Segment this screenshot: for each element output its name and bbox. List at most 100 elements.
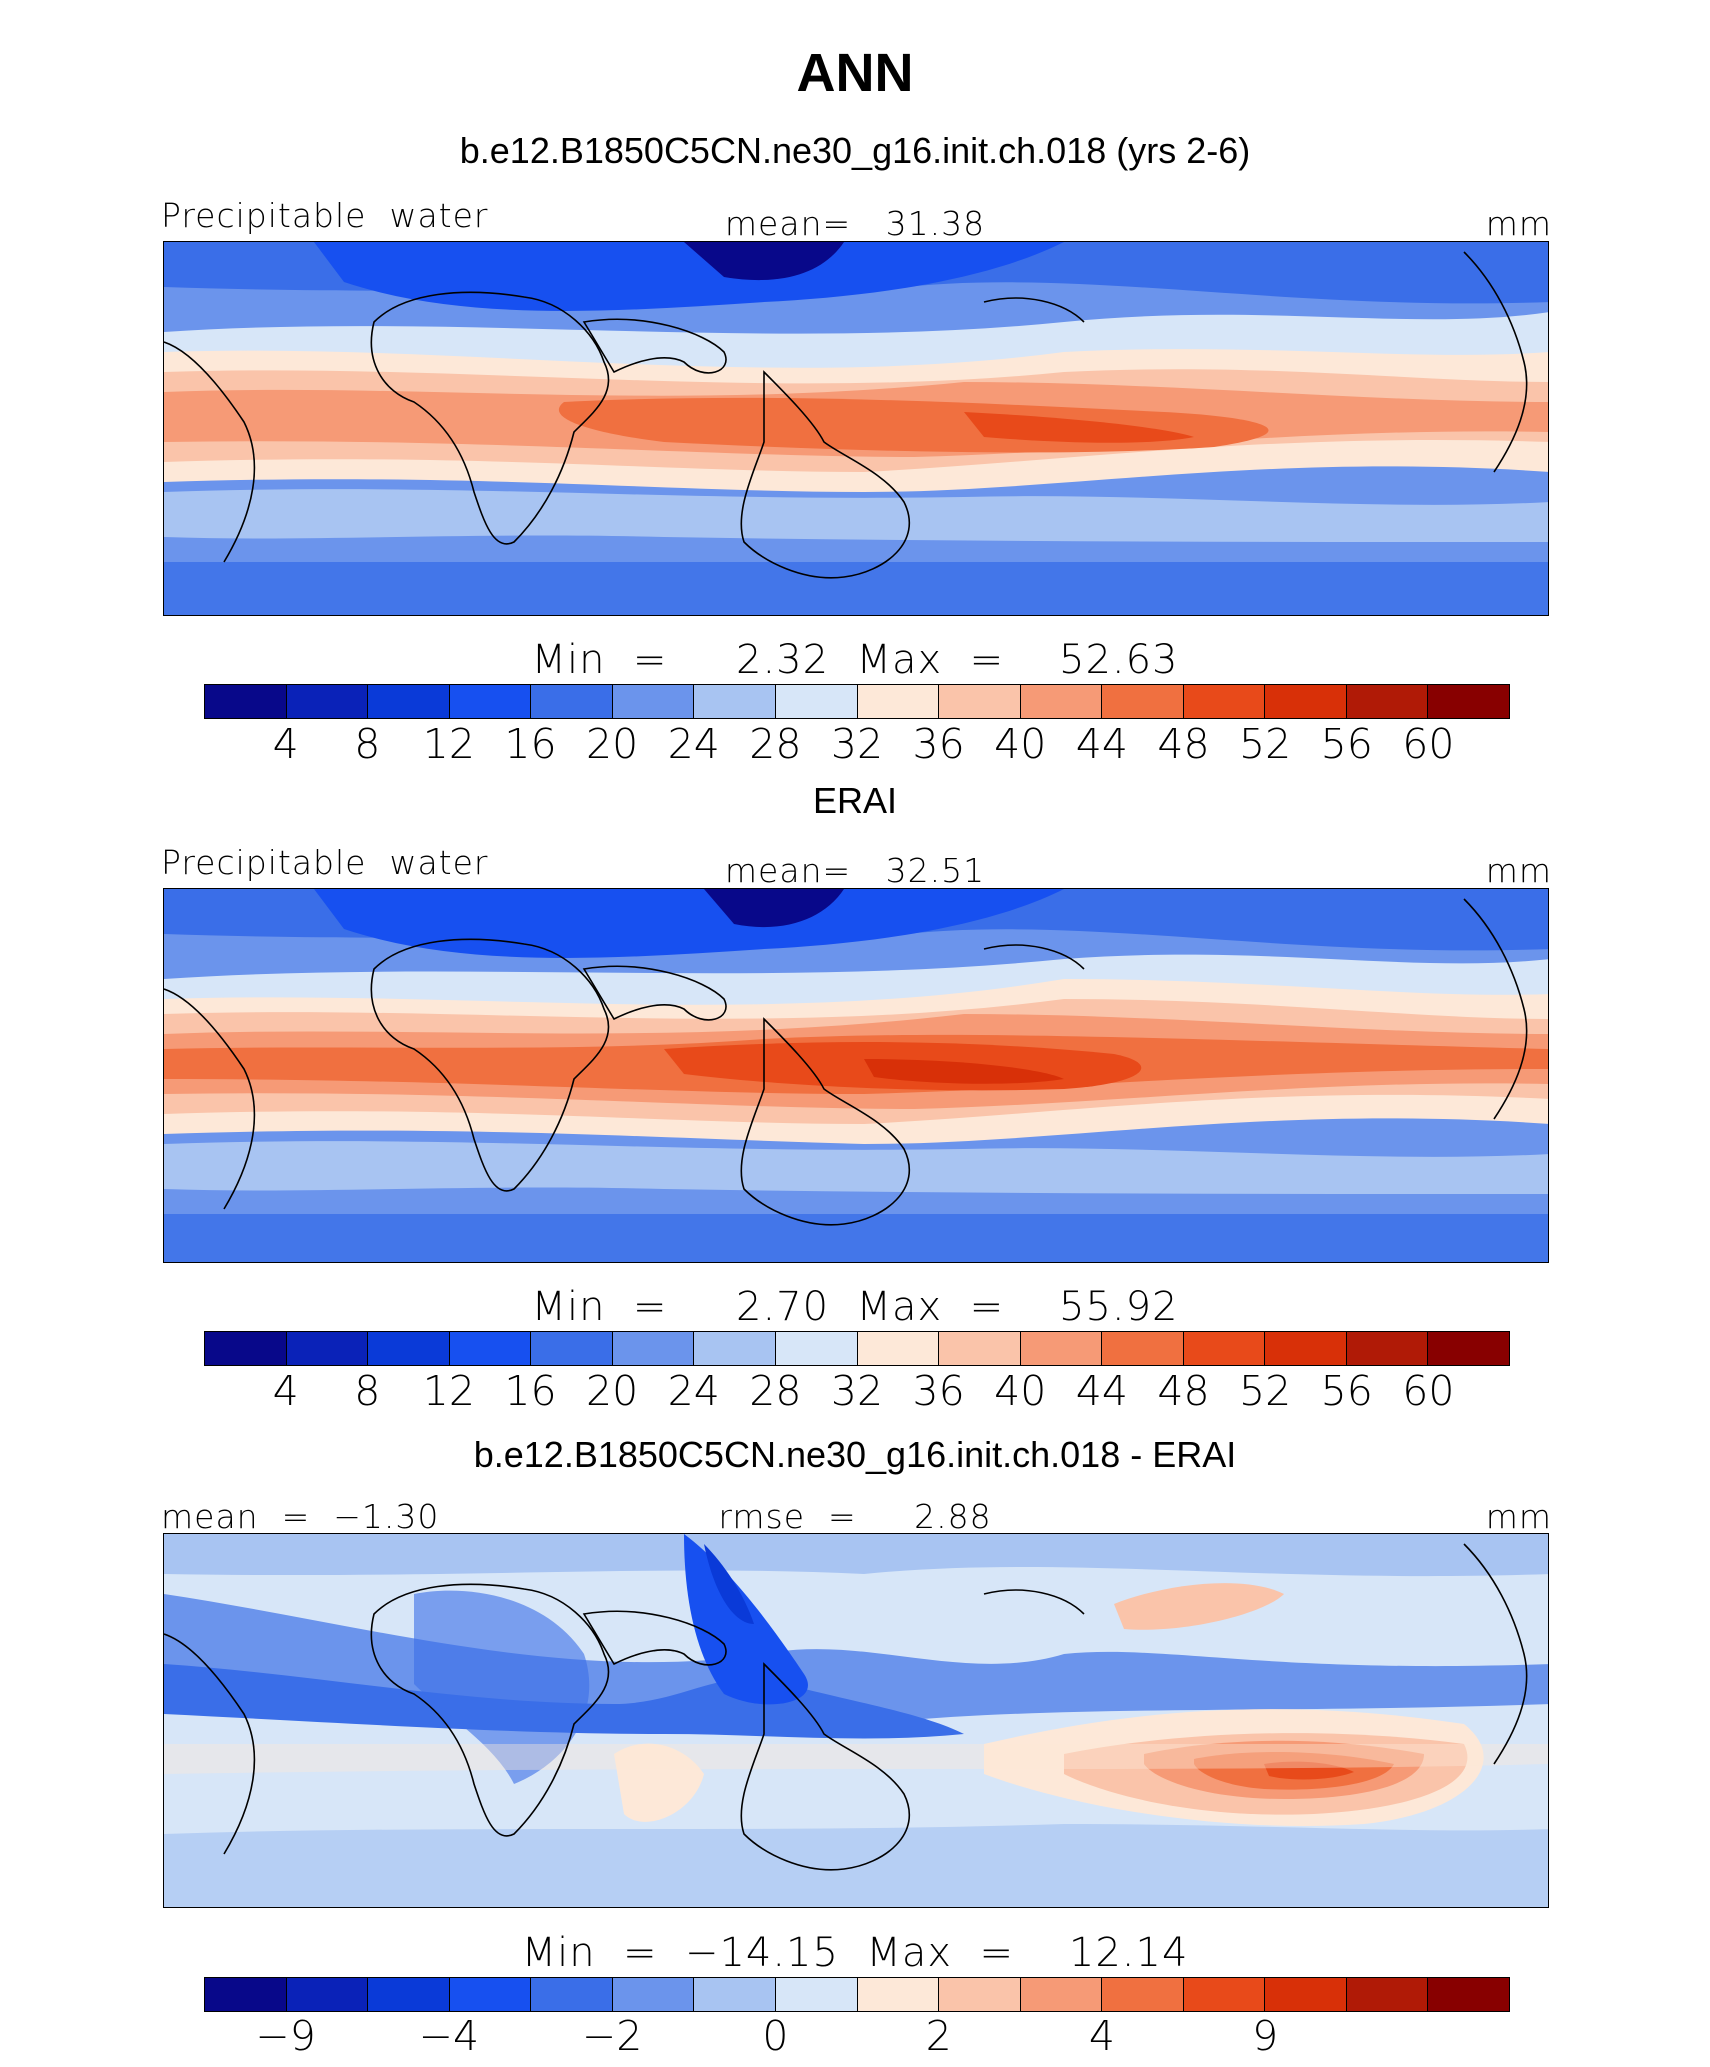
colorbar-tick-label: −9 xyxy=(255,2012,316,2060)
colorbar-tick-label: 8 xyxy=(354,720,381,768)
colorbar-swatch xyxy=(694,1978,776,2011)
colorbar-tick-label: 60 xyxy=(1402,720,1455,768)
colorbar-swatch xyxy=(1102,1332,1184,1365)
colorbar-swatch xyxy=(1428,1332,1509,1365)
colorbar-swatch xyxy=(694,685,776,718)
colorbar-swatch xyxy=(449,1332,532,1365)
colorbar-swatch xyxy=(1346,685,1429,718)
colorbar-swatch xyxy=(939,685,1021,718)
panel-3-mean-label: mean = −1.30 xyxy=(161,1497,440,1536)
panel-1-case-title: b.e12.B1850C5CN.ne30_g16.init.ch.018 (yr… xyxy=(459,130,1251,171)
colorbar-swatch xyxy=(1265,1978,1347,2011)
panel-1-units: mm xyxy=(1485,204,1552,243)
colorbar-swatch xyxy=(449,685,532,718)
panel-3-minmax: Min = −14.15 Max = 12.14 xyxy=(521,1930,1189,1976)
panel-2-case-title: ERAI xyxy=(812,780,898,821)
colorbar-swatch xyxy=(368,1332,450,1365)
colorbar-tick-label: 12 xyxy=(422,720,475,768)
colorbar-swatch xyxy=(1428,1978,1509,2011)
colorbar-swatch xyxy=(286,685,369,718)
colorbar-swatch xyxy=(205,1978,287,2011)
colorbar-swatch xyxy=(286,1978,369,2011)
colorbar-tick-label: 20 xyxy=(586,720,639,768)
colorbar-tick-label: 4 xyxy=(1088,2012,1115,2060)
colorbar-swatch xyxy=(531,685,613,718)
colorbar-swatch xyxy=(939,1978,1021,2011)
colorbar-tick-label: 2 xyxy=(925,2012,952,2060)
colorbar-tick-label: 8 xyxy=(354,1367,381,1415)
colorbar-tick-label: 4 xyxy=(272,1367,299,1415)
colorbar-swatch xyxy=(857,685,940,718)
colorbar-swatch xyxy=(857,1332,940,1365)
colorbar-swatch xyxy=(1102,1978,1184,2011)
panel-3-colorbar xyxy=(204,1977,1510,2012)
colorbar-swatch xyxy=(1020,1978,1103,2011)
panel-2-units: mm xyxy=(1485,851,1552,890)
colorbar-tick-label: 16 xyxy=(504,1367,557,1415)
colorbar-tick-label: 56 xyxy=(1320,1367,1373,1415)
colorbar-tick-label: 48 xyxy=(1157,720,1210,768)
colorbar-swatch xyxy=(205,1332,287,1365)
panel-3-colorbar-ticks: −9 −4 −2 0 2 4 9 xyxy=(204,2012,1510,2062)
colorbar-tick-label: 56 xyxy=(1320,720,1373,768)
panel-2-variable-label: Precipitable water xyxy=(161,843,489,882)
colorbar-tick-label: −2 xyxy=(581,2012,643,2060)
figure-title: ANN xyxy=(796,43,914,103)
colorbar-swatch xyxy=(1020,685,1103,718)
colorbar-tick-label: 16 xyxy=(504,720,557,768)
colorbar-swatch xyxy=(857,1978,940,2011)
panel-1-variable-label: Precipitable water xyxy=(161,196,489,235)
panel-3-units: mm xyxy=(1485,1497,1552,1536)
colorbar-swatch xyxy=(775,1332,858,1365)
colorbar-tick-label: 28 xyxy=(749,720,802,768)
colorbar-tick-label: 24 xyxy=(667,1367,720,1415)
colorbar-swatch xyxy=(368,1978,450,2011)
colorbar-tick-label: 48 xyxy=(1157,1367,1210,1415)
colorbar-tick-label: −4 xyxy=(418,2012,480,2060)
colorbar-swatch xyxy=(531,1978,613,2011)
panel-2-colorbar-ticks: 4 8 12 16 20 24 28 32 36 40 44 48 52 56 60 xyxy=(204,1367,1510,1417)
colorbar-tick-label: 4 xyxy=(272,720,299,768)
panel-3-map xyxy=(163,1533,1549,1908)
colorbar-tick-label: 36 xyxy=(912,720,965,768)
panel-1-minmax: Min = 2.32 Max = 52.63 xyxy=(531,637,1179,683)
colorbar-swatch xyxy=(775,1978,858,2011)
colorbar-tick-label: 36 xyxy=(912,1367,965,1415)
colorbar-tick-label: 20 xyxy=(586,1367,639,1415)
colorbar-tick-label: 40 xyxy=(994,720,1047,768)
colorbar-swatch xyxy=(1346,1332,1429,1365)
colorbar-swatch xyxy=(286,1332,369,1365)
colorbar-tick-label: 12 xyxy=(422,1367,475,1415)
colorbar-swatch xyxy=(1346,1978,1429,2011)
panel-1-map xyxy=(163,241,1549,616)
panel-2-minmax: Min = 2.70 Max = 55.92 xyxy=(531,1284,1179,1330)
colorbar-swatch xyxy=(1183,685,1266,718)
colorbar-swatch xyxy=(1183,1332,1266,1365)
colorbar-swatch xyxy=(612,1978,695,2011)
colorbar-swatch xyxy=(1265,685,1347,718)
panel-2-map xyxy=(163,888,1549,1263)
colorbar-swatch xyxy=(449,1978,532,2011)
colorbar-tick-label: 52 xyxy=(1239,720,1292,768)
colorbar-swatch xyxy=(1020,1332,1103,1365)
colorbar-swatch xyxy=(939,1332,1021,1365)
colorbar-swatch xyxy=(694,1332,776,1365)
panel-1-colorbar xyxy=(204,684,1510,719)
colorbar-swatch xyxy=(531,1332,613,1365)
colorbar-swatch xyxy=(775,685,858,718)
colorbar-tick-label: 28 xyxy=(749,1367,802,1415)
colorbar-swatch xyxy=(1102,685,1184,718)
colorbar-tick-label: 24 xyxy=(667,720,720,768)
panel-1-mean-label: mean= 31.38 xyxy=(724,204,986,243)
colorbar-swatch xyxy=(205,685,287,718)
colorbar-swatch xyxy=(1265,1332,1347,1365)
colorbar-tick-label: 52 xyxy=(1239,1367,1292,1415)
colorbar-tick-label: 44 xyxy=(1075,1367,1128,1415)
colorbar-tick-label: 60 xyxy=(1402,1367,1455,1415)
panel-3-rmse-label: rmse = 2.88 xyxy=(718,1497,992,1536)
colorbar-tick-label: 44 xyxy=(1075,720,1128,768)
colorbar-tick-label: 40 xyxy=(994,1367,1047,1415)
colorbar-tick-label: 32 xyxy=(830,1367,884,1415)
colorbar-swatch xyxy=(612,1332,695,1365)
colorbar-swatch xyxy=(1183,1978,1266,2011)
